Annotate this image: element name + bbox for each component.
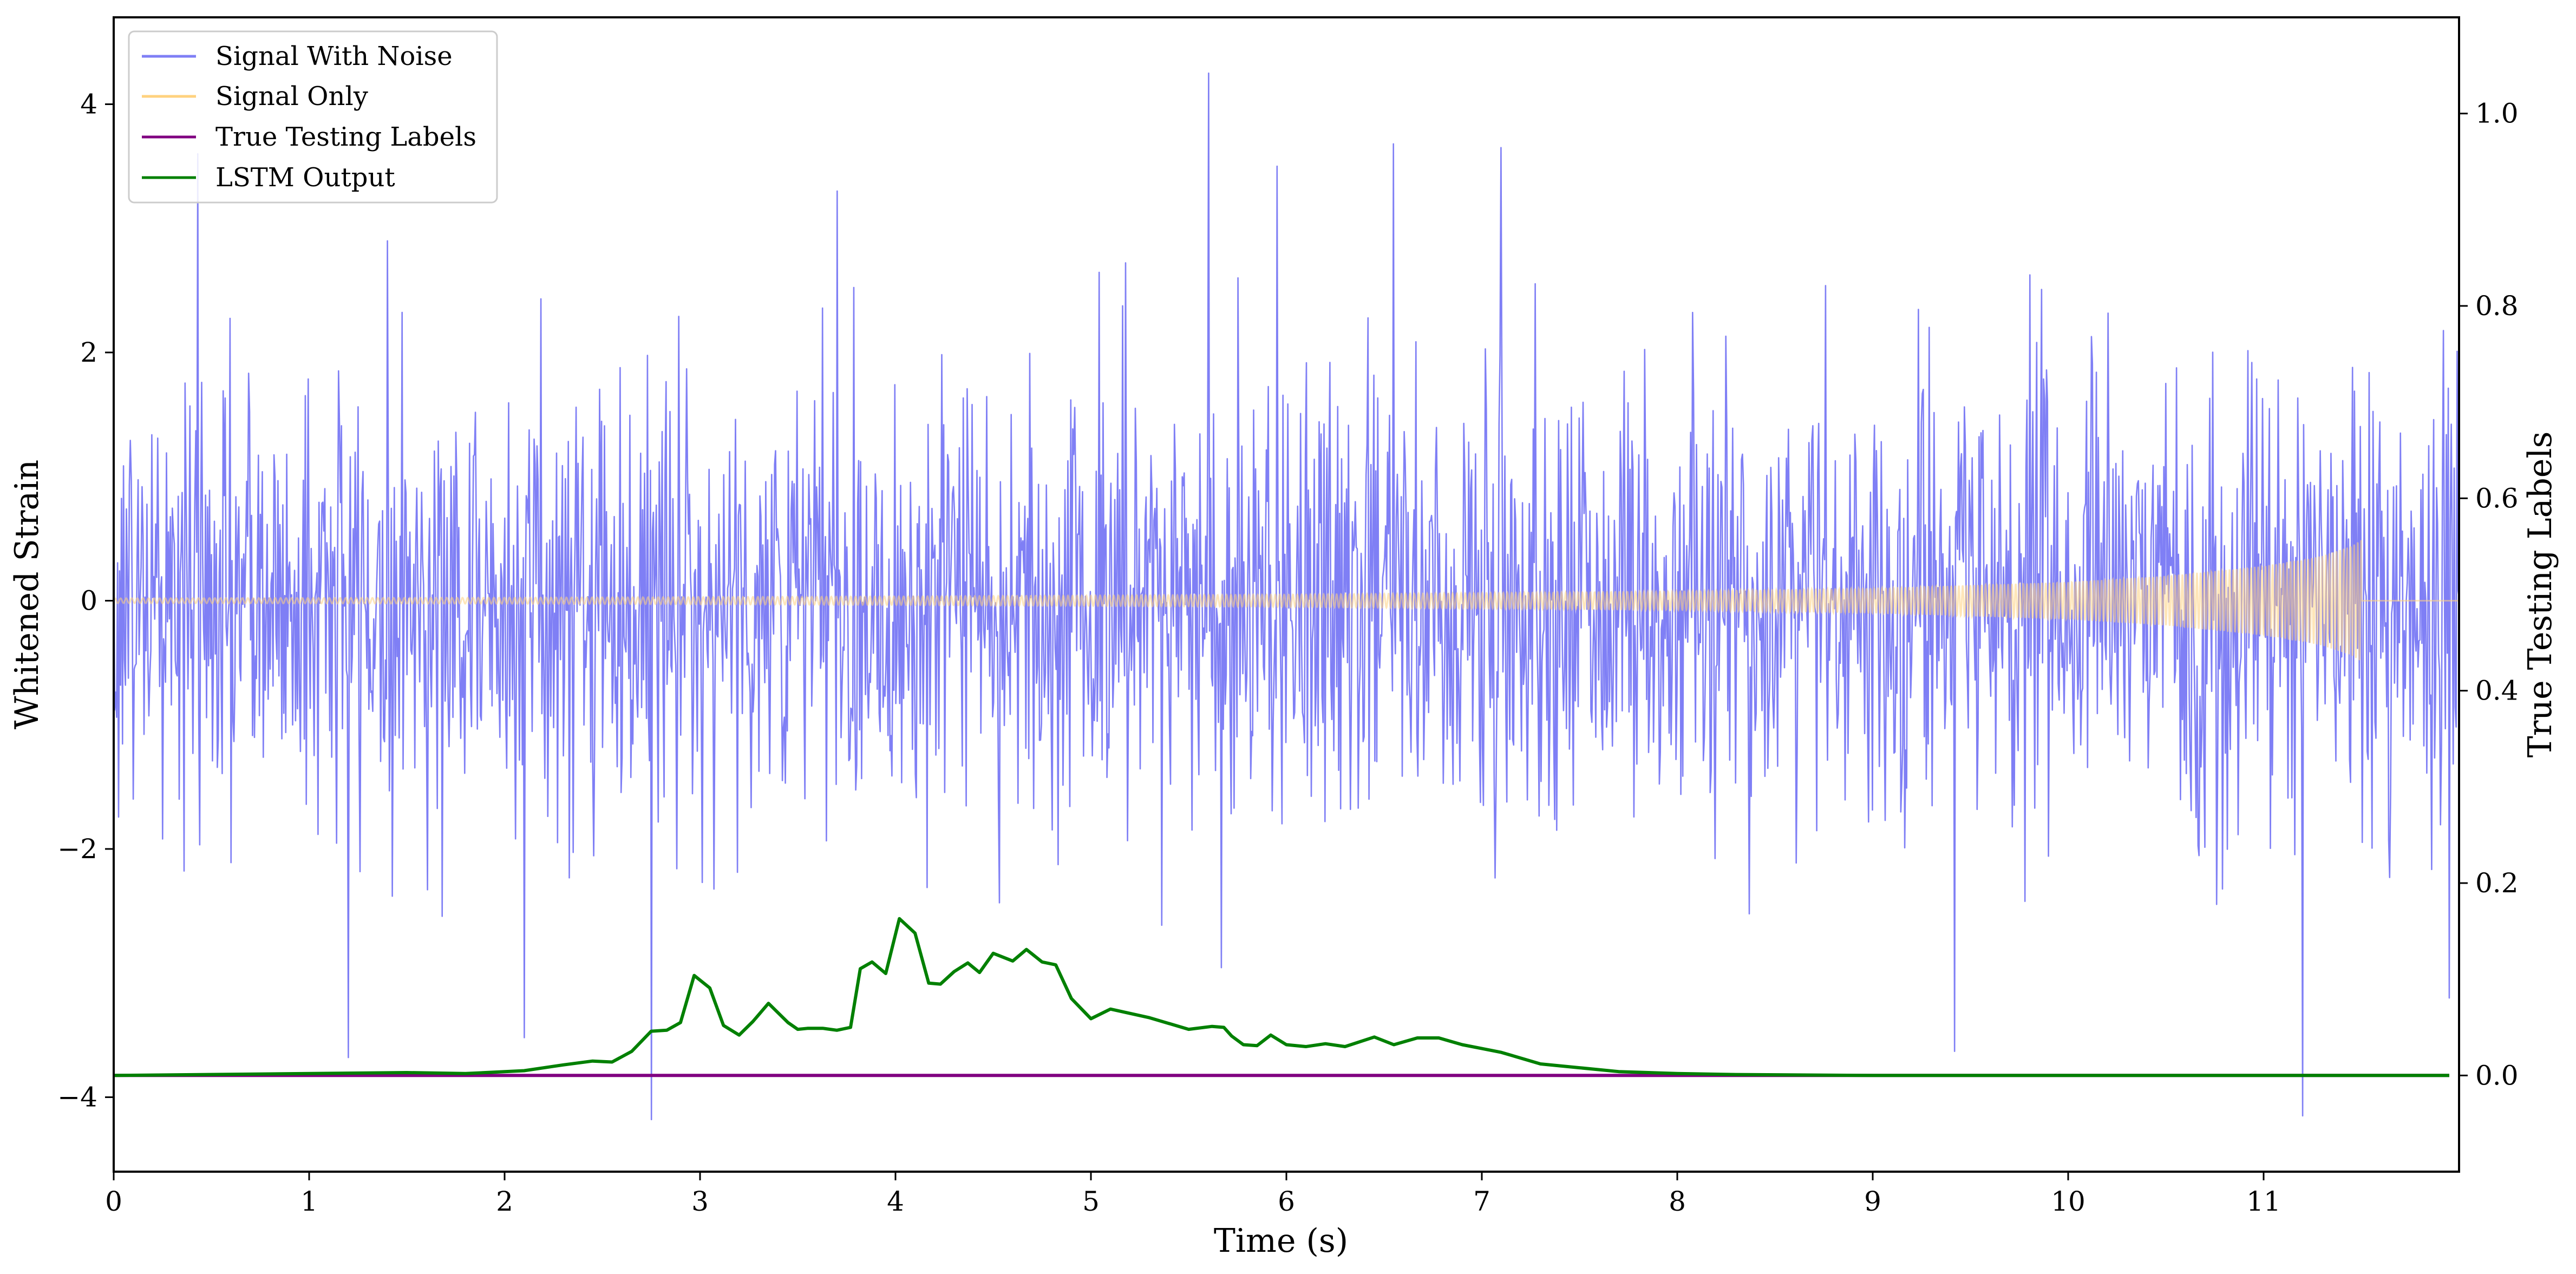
x-tick-label-11: 11 [2246, 1186, 2281, 1217]
y-right-tick-label-3: 0.6 [2475, 482, 2519, 514]
legend-box [128, 30, 498, 204]
signal-with-noise-line [114, 72, 2459, 1120]
lstm-output-line [114, 917, 2449, 1077]
y-axis-right-label: True Testing Labels [2521, 432, 2559, 758]
x-tick-label-10: 10 [2051, 1186, 2085, 1217]
signal-only-line [114, 540, 2459, 661]
x-tick-label-3: 3 [691, 1186, 709, 1217]
y-right-tick-label-5: 1.0 [2475, 98, 2519, 129]
y-left-tick-label-3: 2 [80, 337, 97, 368]
x-tick-label-4: 4 [887, 1186, 904, 1217]
y-axis-left: −4 −2 0 2 4 [57, 88, 114, 1113]
legend-label-signal-only: Signal Only [215, 81, 368, 112]
y-right-tick-label-2: 0.4 [2475, 675, 2519, 707]
legend-label-lstm-output: LSTM Output [215, 162, 395, 193]
y-left-tick-label-1: −2 [57, 833, 97, 865]
plot-area [114, 72, 2459, 1120]
y-right-tick-label-1: 0.2 [2475, 867, 2519, 899]
legend: Signal With Noise Signal Only True Testi… [128, 30, 498, 204]
legend-label-signal-with-noise: Signal With Noise [215, 41, 453, 71]
y-left-tick-label-0: −4 [57, 1081, 97, 1113]
series-signal-only [114, 540, 2459, 661]
y-axis-right: 0.0 0.2 0.4 0.6 0.8 1.0 [2459, 98, 2519, 1091]
x-tick-label-7: 7 [1473, 1186, 1490, 1217]
x-tick-label-8: 8 [1669, 1186, 1686, 1217]
x-axis: 0 1 2 3 4 5 6 7 8 9 10 11 [105, 1172, 2281, 1217]
x-tick-label-5: 5 [1082, 1186, 1100, 1217]
y-right-tick-label-4: 0.8 [2475, 290, 2519, 322]
x-tick-label-6: 6 [1278, 1186, 1295, 1217]
legend-label-true-testing-labels: True Testing Labels [215, 122, 476, 152]
x-tick-label-9: 9 [1864, 1186, 1881, 1217]
x-tick-label-2: 2 [496, 1186, 513, 1217]
x-tick-label-0: 0 [105, 1186, 122, 1217]
y-right-tick-label-0: 0.0 [2475, 1060, 2519, 1091]
series-lstm-output [114, 917, 2449, 1077]
y-left-tick-label-4: 4 [80, 88, 97, 120]
series-signal-with-noise [114, 72, 2459, 1120]
y-axis-left-label: Whitened Strain [8, 460, 46, 729]
x-tick-label-1: 1 [300, 1186, 318, 1217]
y-left-tick-label-2: 0 [80, 585, 97, 616]
x-axis-label: Time (s) [1214, 1222, 1348, 1260]
